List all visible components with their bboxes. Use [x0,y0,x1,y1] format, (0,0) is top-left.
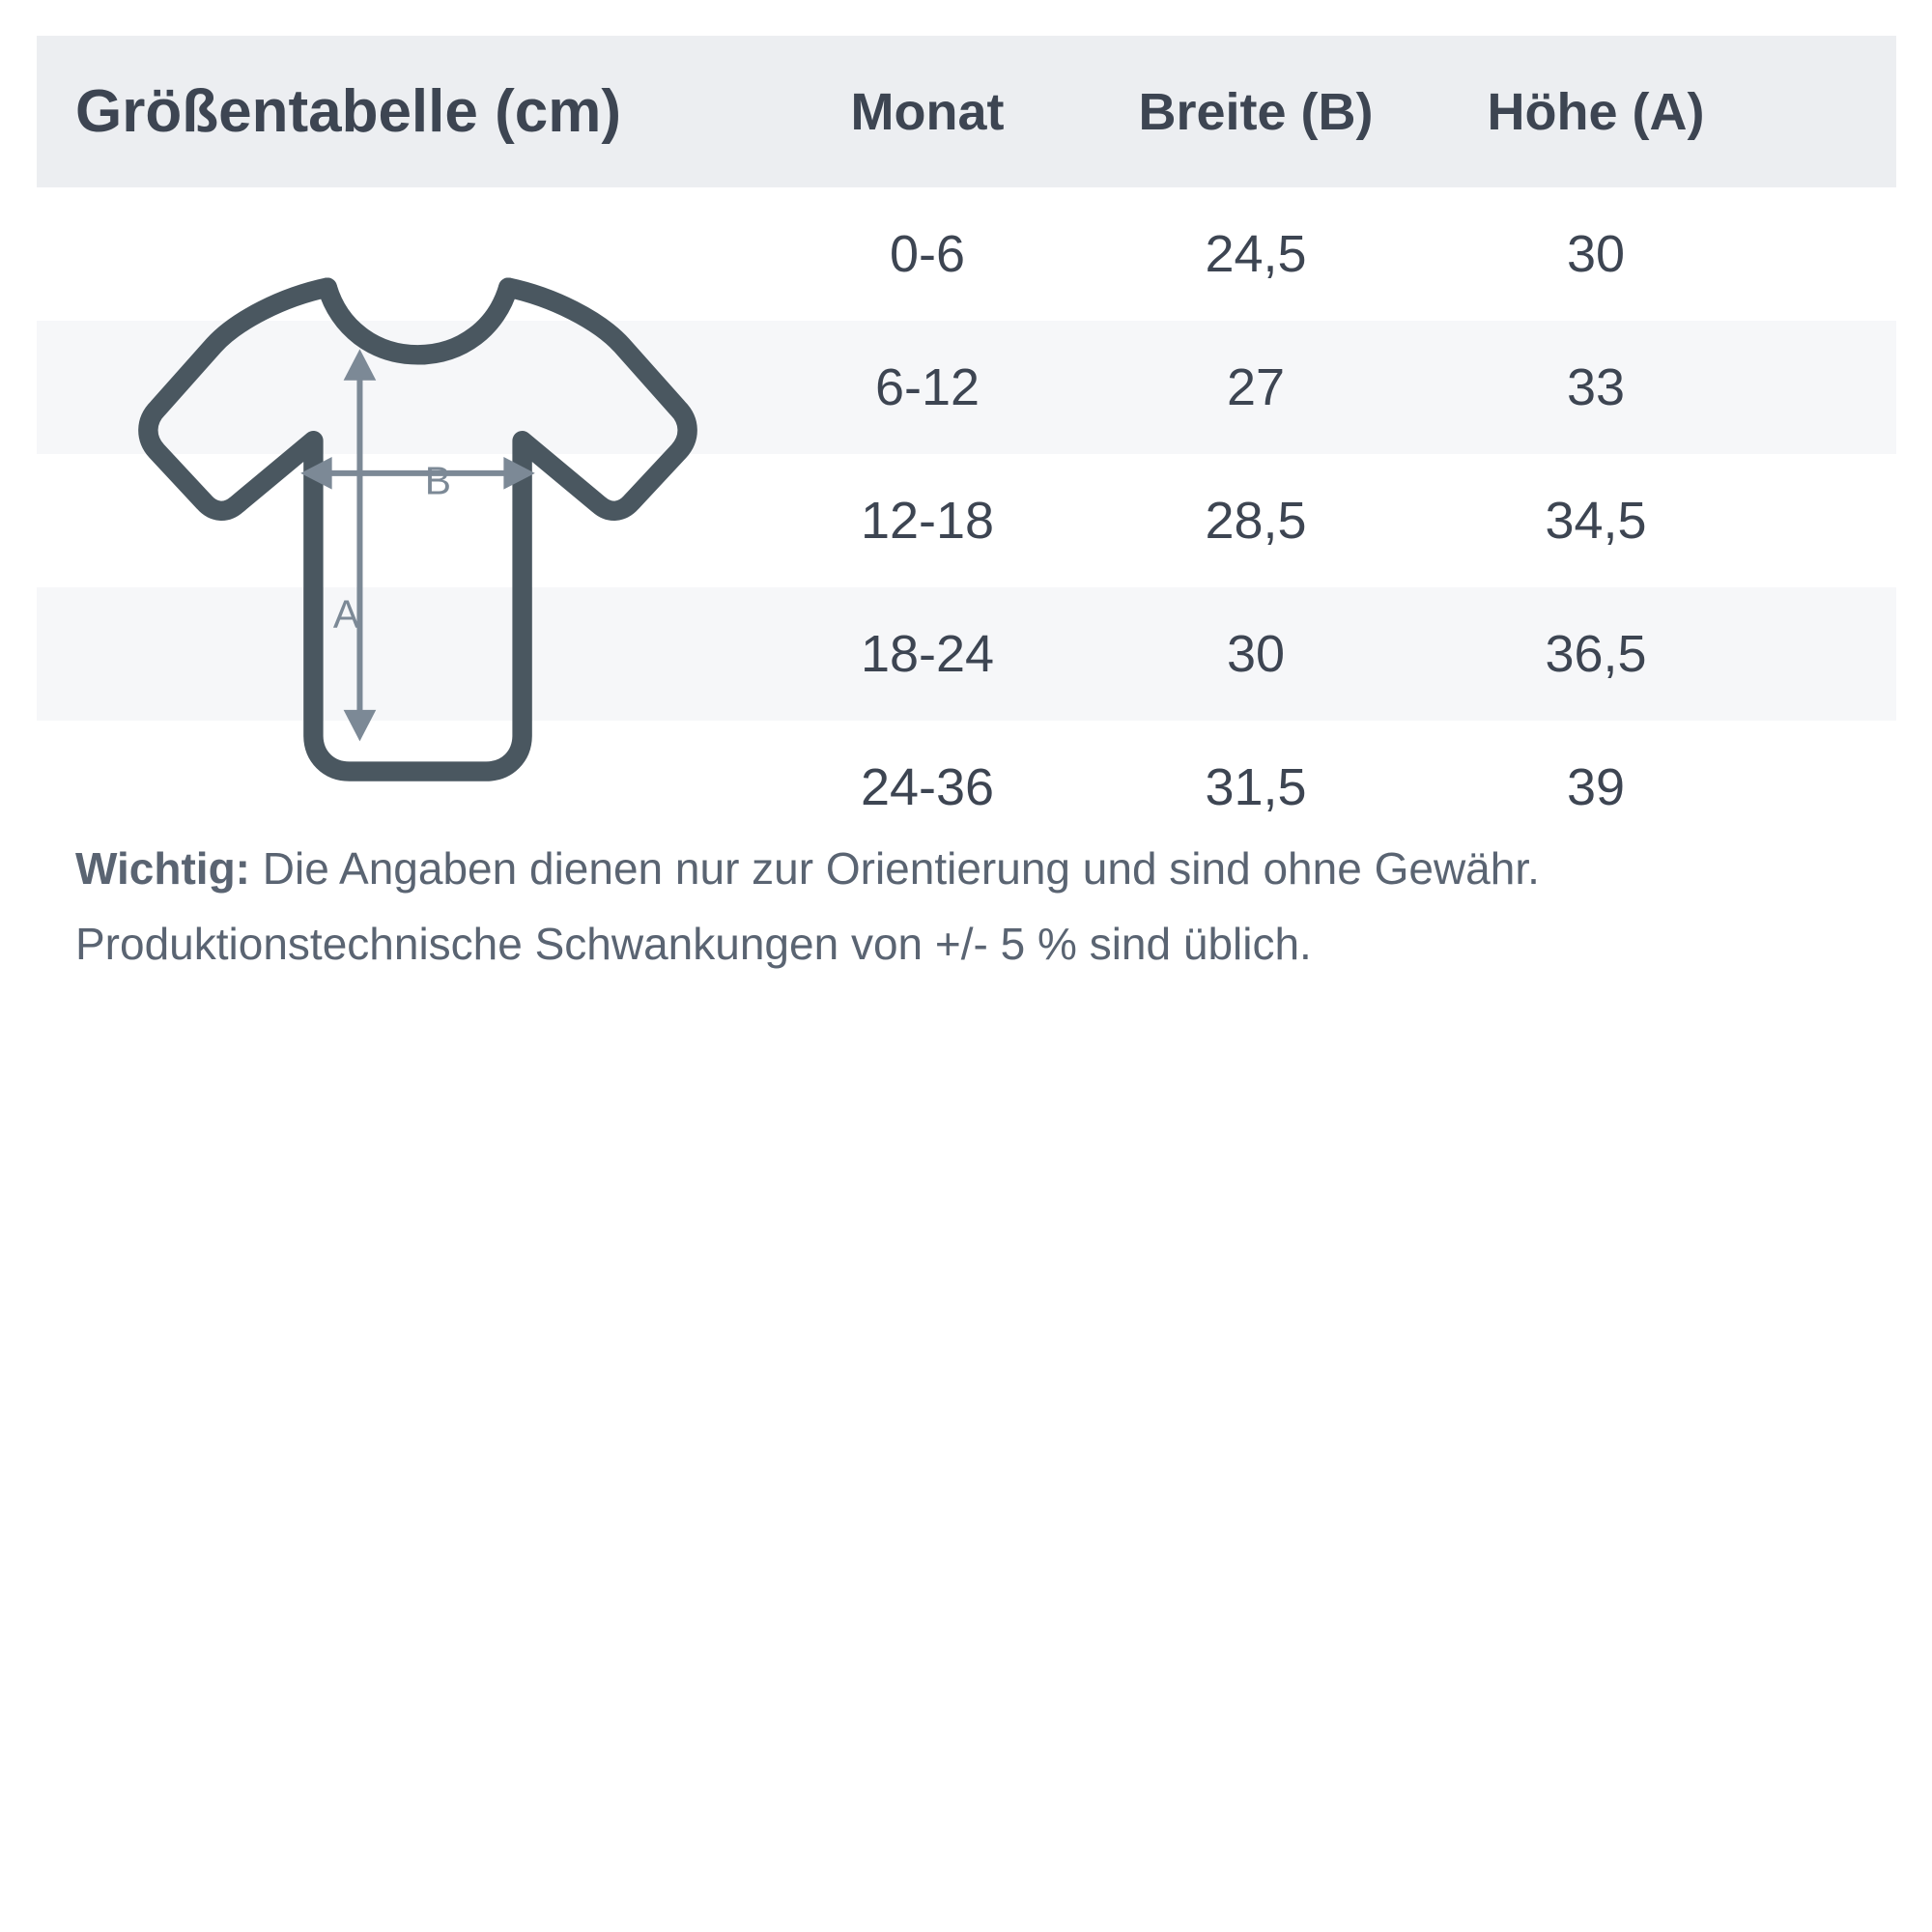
svg-text:B: B [425,458,451,502]
svg-text:A: A [333,592,360,637]
